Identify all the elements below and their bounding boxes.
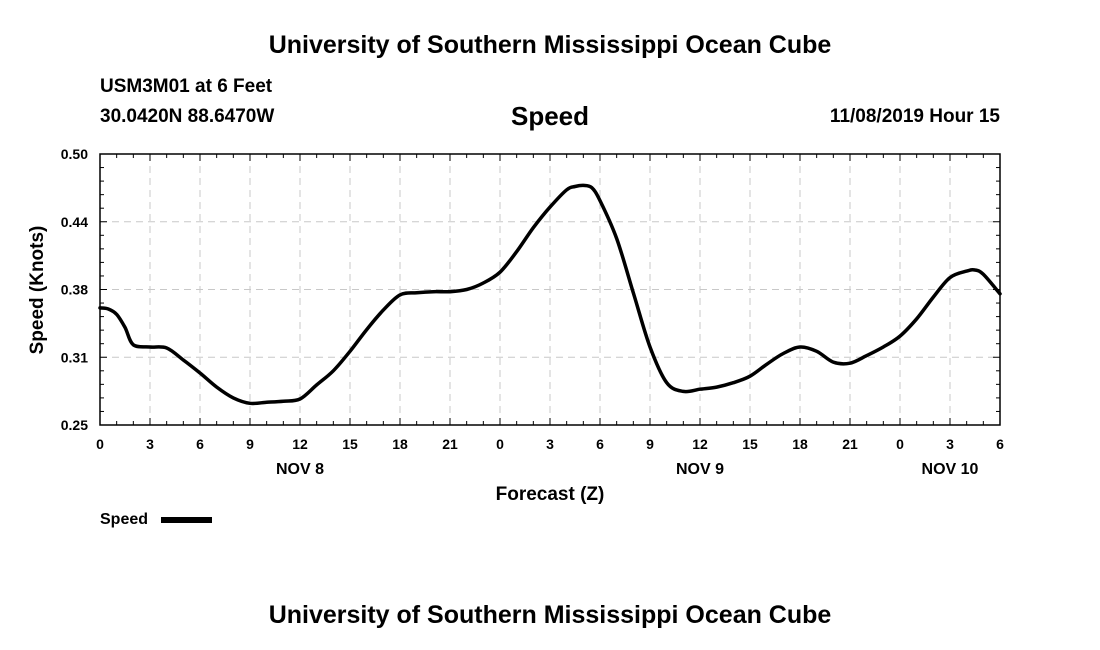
x-tick-label: 21: [842, 436, 858, 452]
x-tick-label: 12: [292, 436, 308, 452]
chart-title: Speed: [510, 101, 590, 131]
x-tick-labels: 0 3 6 9 12 15 18 21 0 3 6 9 12 15 18 21 0 3 6: [96, 436, 1004, 452]
x-tick-label: 6: [996, 436, 1004, 452]
y-tick-label: 0.38: [61, 282, 88, 298]
y-tick-label: 0.31: [61, 349, 88, 365]
y-tick-label: 0.25: [61, 417, 88, 433]
x-tick-label: 3: [946, 436, 954, 452]
x-tick-label: 3: [146, 436, 154, 452]
main-title: University of Southern Mississippi Ocean…: [268, 31, 832, 59]
x-tick-label: 9: [646, 436, 654, 452]
x-tick-label: 18: [392, 436, 408, 452]
x-tick-label: 0: [896, 436, 904, 452]
x-tick-label: 21: [442, 436, 458, 452]
y-tick-label: 0.44: [61, 214, 88, 230]
legend: Speed: [100, 511, 212, 528]
x-tick-label: 0: [96, 436, 104, 452]
x-tick-label: 18: [792, 436, 808, 452]
x-tick-label: 15: [342, 436, 358, 452]
footer-title: University of Southern Mississippi Ocean…: [268, 601, 832, 629]
x-axis-title: Forecast (Z): [496, 484, 605, 505]
legend-swatch-speed: [161, 517, 212, 523]
axis-ticks: [99, 153, 1001, 426]
date-label: NOV 8: [276, 461, 324, 478]
y-axis-title: Speed (Knots): [27, 226, 48, 355]
x-tick-label: 3: [546, 436, 554, 452]
date-labels: NOV 8 NOV 9 NOV 10: [276, 461, 979, 478]
y-tick-labels: 0.25 0.31 0.38 0.44 0.50: [61, 146, 88, 433]
station-label: USM3M01 at 6 Feet: [100, 76, 273, 97]
grid-lines: [100, 154, 1000, 425]
legend-label-speed: Speed: [100, 511, 148, 528]
x-tick-label: 12: [692, 436, 708, 452]
date-label: NOV 10: [922, 461, 979, 478]
x-tick-label: 0: [496, 436, 504, 452]
y-tick-label: 0.50: [61, 146, 88, 162]
datetime-label: 11/08/2019 Hour 15: [829, 106, 1000, 127]
date-label: NOV 9: [676, 461, 724, 478]
x-tick-label: 15: [742, 436, 758, 452]
series-line-speed: [98, 183, 1002, 406]
x-tick-label: 6: [196, 436, 204, 452]
coordinates-label: 30.0420N 88.6470W: [100, 106, 275, 127]
x-tick-label: 9: [246, 436, 254, 452]
x-tick-label: 6: [596, 436, 604, 452]
